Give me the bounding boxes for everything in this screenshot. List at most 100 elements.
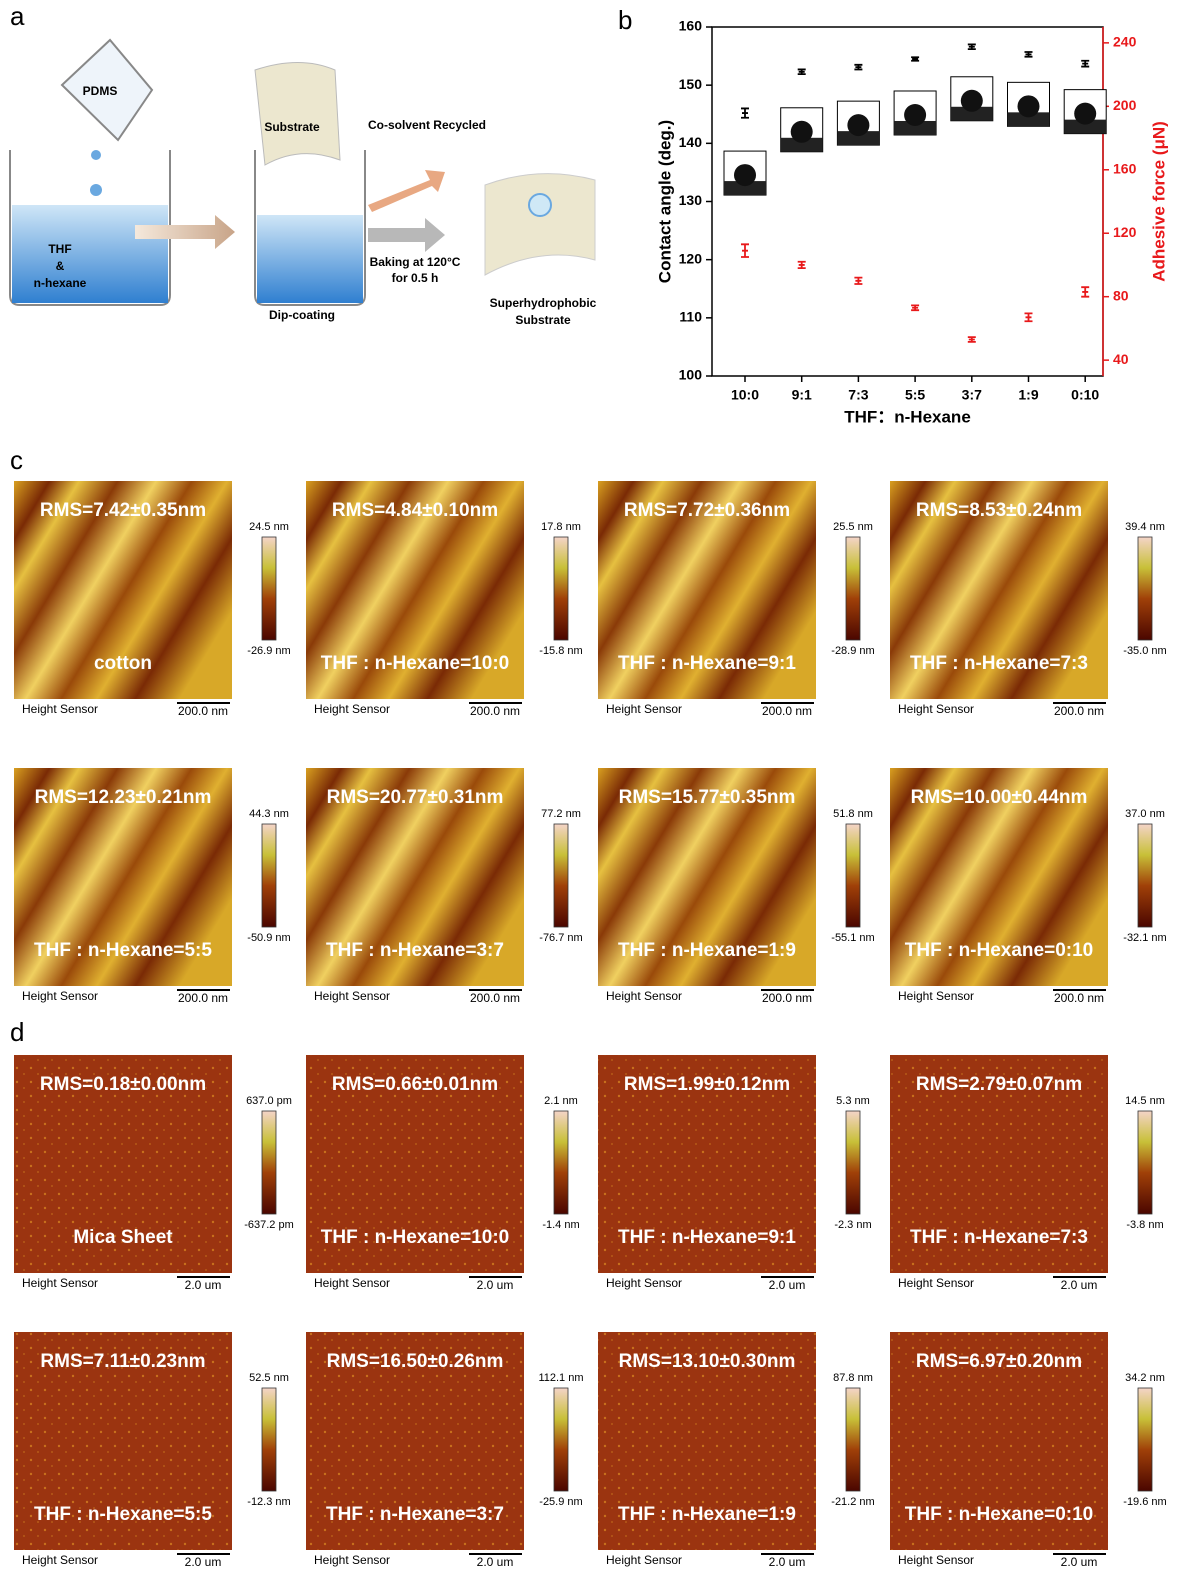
scale-label: 2.0 um bbox=[1061, 1278, 1098, 1292]
color-bar bbox=[554, 537, 568, 640]
scheme-text: n-hexane bbox=[34, 276, 87, 290]
scheme-text: for 0.5 h bbox=[392, 271, 439, 285]
color-bar bbox=[846, 824, 860, 927]
drop bbox=[91, 150, 101, 160]
sample-label: cotton bbox=[94, 653, 152, 674]
y-axis-label: Contact angle (deg.) bbox=[655, 120, 674, 283]
rms-label: RMS=1.99±0.12nm bbox=[624, 1074, 790, 1095]
sensor-label: Height Sensor bbox=[22, 1553, 98, 1567]
rms-label: RMS=0.66±0.01nm bbox=[332, 1074, 498, 1095]
sample-label: Mica Sheet bbox=[73, 1227, 173, 1248]
substrate bbox=[255, 63, 340, 166]
color-bar-max: 39.4 nm bbox=[1125, 521, 1165, 533]
color-bar bbox=[554, 824, 568, 927]
sensor-label: Height Sensor bbox=[898, 989, 974, 1003]
sensor-label: Height Sensor bbox=[606, 1276, 682, 1290]
color-bar bbox=[846, 1111, 860, 1214]
sensor-label: Height Sensor bbox=[314, 989, 390, 1003]
rms-label: RMS=4.84±0.10nm bbox=[332, 500, 498, 521]
color-bar bbox=[846, 1388, 860, 1491]
rms-label: RMS=7.11±0.23nm bbox=[40, 1351, 205, 1372]
color-bar-max: 112.1 nm bbox=[538, 1372, 583, 1384]
panel-label: d bbox=[10, 1017, 24, 1047]
scheme-text: & bbox=[56, 259, 65, 273]
sample-label: THF : n-Hexane=3:7 bbox=[326, 940, 504, 961]
rms-label: RMS=16.50±0.26nm bbox=[327, 1351, 504, 1372]
rms-label: RMS=0.18±0.00nm bbox=[40, 1074, 206, 1095]
scale-label: 2.0 um bbox=[477, 1555, 514, 1569]
scale-label: 2.0 um bbox=[769, 1278, 806, 1292]
color-bar-max: 637.0 pm bbox=[246, 1095, 292, 1107]
rms-label: RMS=12.23±0.21nm bbox=[35, 787, 212, 808]
color-bar bbox=[1138, 1388, 1152, 1491]
color-bar-min: -19.6 nm bbox=[1123, 1496, 1166, 1508]
error-bar bbox=[1081, 61, 1089, 67]
solution bbox=[257, 215, 363, 303]
sensor-label: Height Sensor bbox=[22, 702, 98, 716]
color-bar bbox=[1138, 1111, 1152, 1214]
color-bar-min: -637.2 pm bbox=[244, 1219, 294, 1231]
y2-tick-label: 200 bbox=[1113, 97, 1137, 113]
error-bar bbox=[1025, 52, 1033, 57]
color-bar bbox=[554, 1111, 568, 1214]
scheme-text: Co-solvent Recycled bbox=[368, 118, 486, 132]
x-axis-label: THF：n-Hexane bbox=[844, 407, 971, 426]
scheme-text: Substrate bbox=[515, 313, 571, 327]
scale-label: 200.0 nm bbox=[1054, 704, 1104, 718]
color-bar bbox=[262, 537, 276, 640]
error-bar bbox=[741, 244, 749, 257]
sample-label: THF : n-Hexane=5:5 bbox=[34, 940, 212, 961]
scheme: PDMS THF & n-hexane Substrate Co-solvent… bbox=[10, 40, 597, 327]
error-bar bbox=[741, 108, 749, 117]
droplet-inset-drop bbox=[1018, 95, 1040, 117]
y2-tick-label: 160 bbox=[1113, 160, 1137, 176]
sample-label: THF : n-Hexane=1:9 bbox=[618, 940, 796, 961]
sensor-label: Height Sensor bbox=[314, 1276, 390, 1290]
sensor-label: Height Sensor bbox=[898, 1553, 974, 1567]
error-bar bbox=[911, 305, 919, 310]
sensor-label: Height Sensor bbox=[606, 702, 682, 716]
figure: PDMS THF & n-hexane Substrate Co-solvent… bbox=[0, 0, 1189, 1591]
sensor-label: Height Sensor bbox=[314, 1553, 390, 1567]
error-bar bbox=[1081, 287, 1089, 297]
color-bar-max: 44.3 nm bbox=[249, 808, 289, 820]
error-bar bbox=[798, 69, 806, 74]
error-bar bbox=[968, 337, 976, 342]
x-tick-label: 1:9 bbox=[1018, 387, 1038, 403]
color-bar-min: -76.7 nm bbox=[539, 932, 582, 944]
scheme-text: Baking at 120°C bbox=[370, 255, 461, 269]
y-tick-label: 120 bbox=[679, 250, 703, 266]
scheme-text: PDMS bbox=[83, 84, 118, 98]
color-bar-min: -25.9 nm bbox=[539, 1496, 582, 1508]
error-bar bbox=[854, 65, 862, 70]
droplet bbox=[529, 194, 551, 216]
y-tick-label: 130 bbox=[679, 192, 703, 208]
rms-label: RMS=6.97±0.20nm bbox=[916, 1351, 1082, 1372]
color-bar-min: -50.9 nm bbox=[247, 932, 290, 944]
color-bar-max: 37.0 nm bbox=[1125, 808, 1165, 820]
error-bar bbox=[911, 57, 919, 60]
y-tick-label: 100 bbox=[679, 367, 703, 383]
scale-label: 200.0 nm bbox=[470, 704, 520, 718]
sample-label: THF : n-Hexane=9:1 bbox=[618, 653, 796, 674]
color-bar bbox=[554, 1388, 568, 1491]
color-bar-max: 17.8 nm bbox=[541, 521, 581, 533]
rms-label: RMS=7.42±0.35nm bbox=[40, 500, 206, 521]
panel-label: c bbox=[10, 445, 23, 475]
y-tick-label: 110 bbox=[679, 309, 702, 325]
droplet-inset-drop bbox=[791, 121, 813, 143]
sample-label: THF : n-Hexane=0:10 bbox=[905, 940, 1093, 961]
color-bar-max: 52.5 nm bbox=[249, 1372, 289, 1384]
sensor-label: Height Sensor bbox=[22, 1276, 98, 1290]
sample-label: THF : n-Hexane=0:10 bbox=[905, 1504, 1093, 1525]
droplet-inset-drop bbox=[734, 164, 756, 186]
scale-label: 2.0 um bbox=[185, 1278, 222, 1292]
sample-label: THF : n-Hexane=1:9 bbox=[618, 1504, 796, 1525]
drop bbox=[90, 184, 102, 196]
color-bar-min: -28.9 nm bbox=[831, 645, 874, 657]
y2-tick-label: 240 bbox=[1113, 34, 1137, 50]
sensor-label: Height Sensor bbox=[606, 1553, 682, 1567]
y2-tick-label: 120 bbox=[1113, 224, 1137, 240]
color-bar-max: 77.2 nm bbox=[541, 808, 581, 820]
scale-label: 200.0 nm bbox=[178, 991, 228, 1005]
